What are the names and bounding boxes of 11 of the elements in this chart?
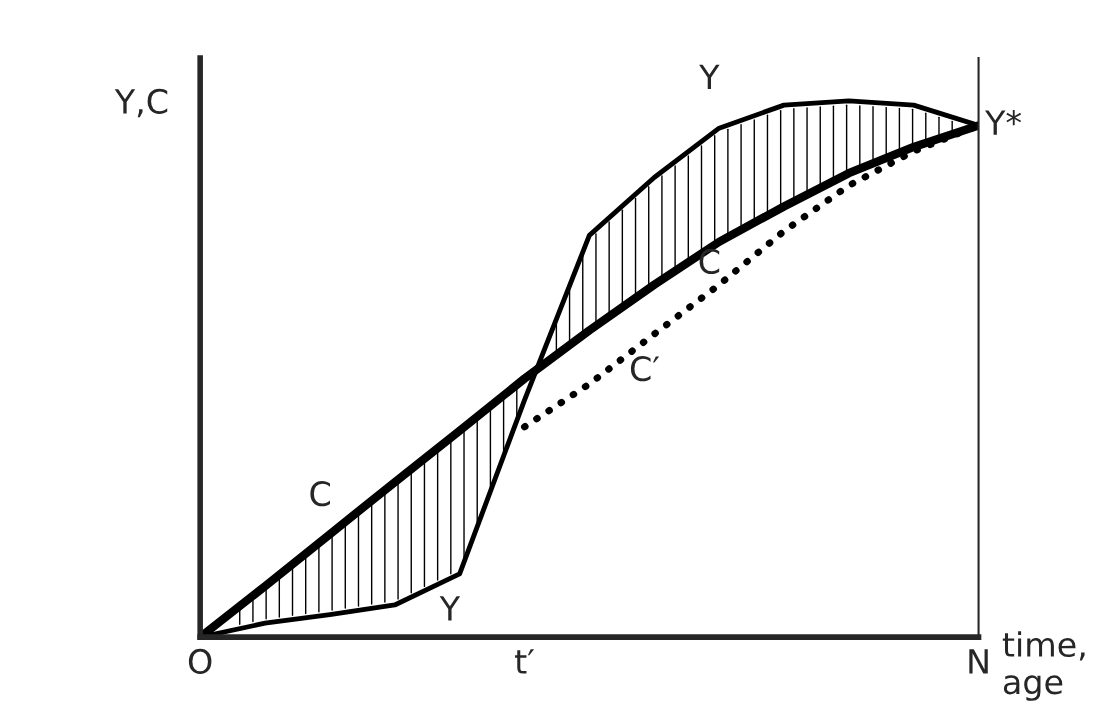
- series-label: C: [699, 248, 720, 275]
- x-axis-title: time, age: [1002, 631, 1085, 701]
- x-tick-label: N: [969, 649, 988, 674]
- x-tick-label: O: [188, 648, 212, 675]
- x-tick-label: t′: [515, 649, 535, 674]
- annotation: Y*: [984, 109, 1022, 135]
- y-axis-title: Y,C: [114, 88, 168, 118]
- series-label: C′: [630, 356, 660, 382]
- text: C: [310, 481, 330, 507]
- series-label: Y: [439, 596, 461, 621]
- text: Y: [699, 64, 720, 90]
